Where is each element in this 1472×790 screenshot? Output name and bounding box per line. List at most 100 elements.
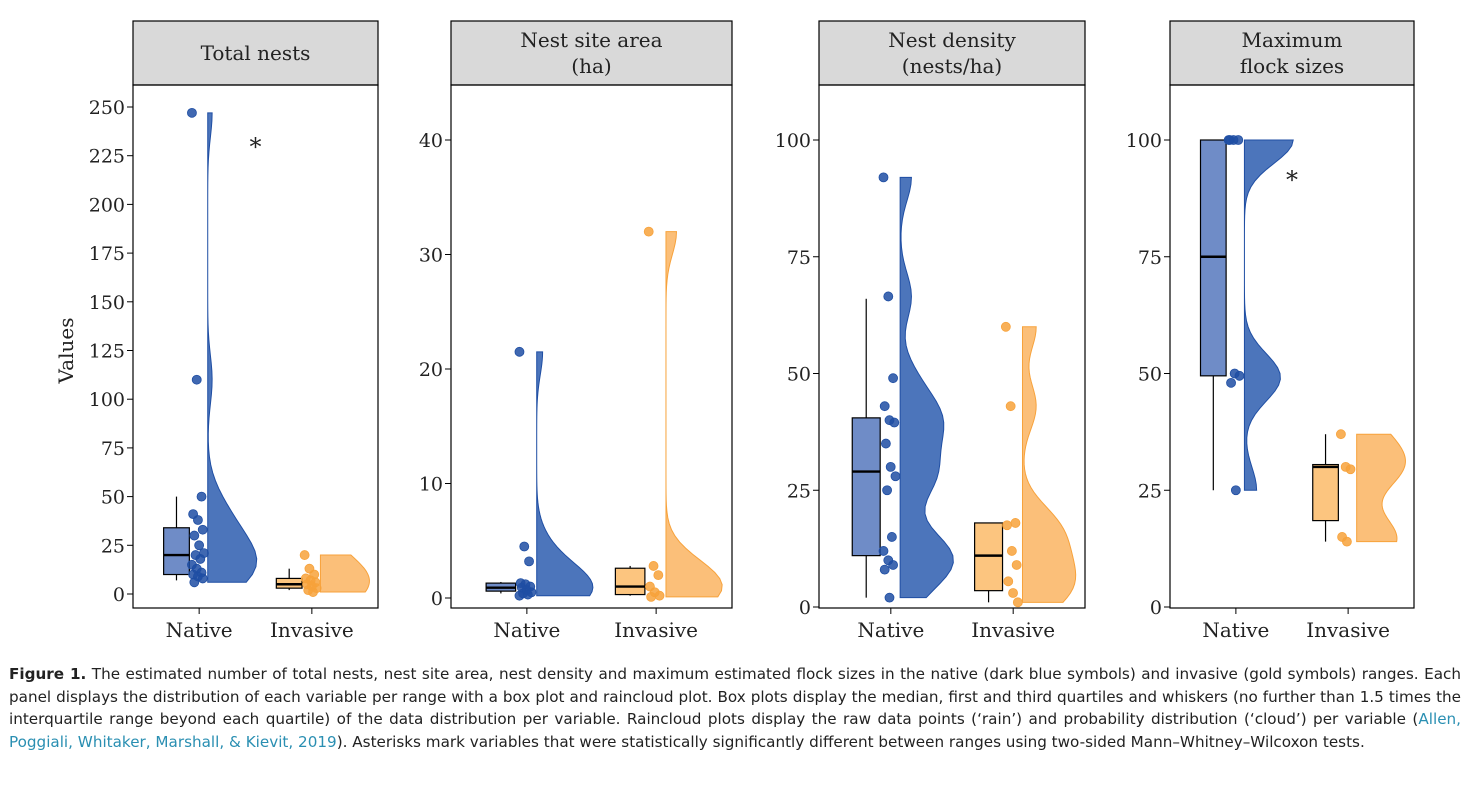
- panel-4-title: Maximum: [1242, 28, 1343, 52]
- cloud-invasive: [1356, 433, 1406, 543]
- data-point-native: [879, 401, 890, 412]
- y-tick-label: 0: [1150, 597, 1162, 619]
- data-point-invasive: [646, 591, 657, 602]
- y-tick-label: 250: [89, 97, 125, 119]
- y-tick-label: 0: [431, 588, 443, 610]
- box-native: [163, 527, 190, 576]
- data-point-native: [1226, 377, 1236, 388]
- panel-1-header: [132, 20, 379, 86]
- y-tick-label: 100: [89, 389, 125, 411]
- x-tick-label: Native: [1202, 618, 1269, 642]
- y-tick-label: 25: [787, 480, 811, 502]
- data-point-native: [884, 592, 895, 603]
- data-point-invasive: [643, 226, 654, 237]
- data-point-invasive: [1002, 520, 1012, 531]
- x-tick-label: Invasive: [614, 618, 698, 642]
- data-point-native: [888, 373, 898, 384]
- data-point-native: [195, 554, 206, 564]
- data-point-native: [886, 532, 897, 542]
- y-tick-label: 200: [89, 194, 125, 216]
- y-tick-label: 25: [101, 535, 125, 557]
- data-point-native: [882, 485, 892, 496]
- y-tick-label: 125: [89, 341, 125, 363]
- caption-text-2: ). Asterisks mark variables that were st…: [336, 732, 1365, 751]
- figure: Total nests0255075100125150175200225250V…: [54, 20, 1415, 642]
- data-point-native: [880, 438, 891, 449]
- y-tick-label: 40: [419, 130, 443, 152]
- cloud-invasive: [665, 231, 723, 598]
- data-point-native: [522, 589, 533, 600]
- data-point-native: [514, 346, 525, 357]
- panel-4-title: flock sizes: [1240, 54, 1344, 78]
- cloud-native: [1243, 139, 1294, 491]
- y-tick-label: 50: [101, 487, 125, 509]
- data-point-native: [1230, 485, 1241, 496]
- data-point-invasive: [1342, 536, 1352, 547]
- panel-2-header: [450, 20, 733, 86]
- y-tick-label: 10: [419, 474, 443, 496]
- cloud-native: [536, 351, 594, 597]
- significance-asterisk: *: [1286, 166, 1298, 194]
- cloud-native: [207, 112, 258, 583]
- panel-3-header: [818, 20, 1086, 86]
- data-point-invasive: [1345, 464, 1356, 475]
- data-point-native: [879, 564, 890, 575]
- box-native: [851, 417, 881, 557]
- data-point-native: [889, 417, 900, 428]
- box-invasive: [1312, 463, 1339, 522]
- data-point-invasive: [1005, 401, 1016, 412]
- y-tick-label: 20: [419, 359, 443, 381]
- data-point-native: [878, 172, 889, 183]
- box-invasive: [614, 567, 646, 596]
- data-point-native: [883, 291, 894, 302]
- x-tick-label: Invasive: [270, 618, 354, 642]
- y-tick-label: 30: [419, 245, 443, 267]
- caption-citation-link[interactable]: Allen, Poggiali, Whitaker, Marshall, & K…: [9, 710, 1461, 751]
- data-point-native: [193, 515, 203, 525]
- data-point-invasive: [1012, 597, 1023, 608]
- panel-4-frame: [1169, 84, 1415, 609]
- y-tick-label: 100: [1126, 130, 1162, 152]
- y-tick-label: 75: [101, 438, 125, 460]
- y-tick-label: 0: [799, 597, 811, 619]
- x-tick-label: Native: [857, 618, 924, 642]
- data-point-native: [524, 556, 534, 567]
- y-tick-label: 0: [113, 584, 125, 606]
- y-tick-label: 225: [89, 146, 125, 168]
- data-point-native: [1224, 135, 1235, 145]
- data-point-invasive: [648, 561, 659, 571]
- x-tick-label: Invasive: [971, 618, 1055, 642]
- significance-asterisk: *: [250, 133, 262, 161]
- panel-1-frame: [132, 84, 379, 609]
- x-tick-label: Invasive: [1306, 618, 1390, 642]
- y-tick-label: 75: [1138, 247, 1162, 269]
- data-point-native: [196, 491, 207, 502]
- data-point-native: [885, 461, 896, 472]
- x-tick-label: Native: [166, 618, 233, 642]
- data-point-invasive: [653, 570, 664, 580]
- data-point-native: [194, 540, 205, 551]
- data-point-invasive: [1336, 429, 1346, 440]
- data-point-invasive: [1006, 546, 1017, 556]
- panel-3-title: Nest density: [888, 28, 1016, 52]
- y-tick-label: 50: [787, 364, 811, 386]
- data-point-invasive: [1003, 576, 1014, 587]
- panel-4-header: [1169, 20, 1415, 86]
- figure-caption: Figure 1. The estimated number of total …: [9, 663, 1461, 753]
- panel-2-frame: [450, 84, 733, 609]
- data-point-invasive: [1000, 321, 1011, 332]
- panel-2-title: (ha): [571, 54, 611, 78]
- y-tick-label: 175: [89, 243, 125, 265]
- panel-2-title: Nest site area: [520, 28, 662, 52]
- y-tick-label: 50: [1138, 364, 1162, 386]
- data-point-invasive: [299, 550, 310, 560]
- y-tick-label: 150: [89, 292, 125, 314]
- data-point-invasive: [1008, 588, 1018, 598]
- data-point-invasive: [1010, 518, 1021, 528]
- y-tick-label: 75: [787, 247, 811, 269]
- panel-1-title: Total nests: [201, 41, 311, 65]
- y-axis-label: Values: [54, 318, 78, 385]
- data-point-native: [1233, 135, 1244, 145]
- data-point-invasive: [1011, 560, 1022, 570]
- data-point-native: [197, 524, 208, 535]
